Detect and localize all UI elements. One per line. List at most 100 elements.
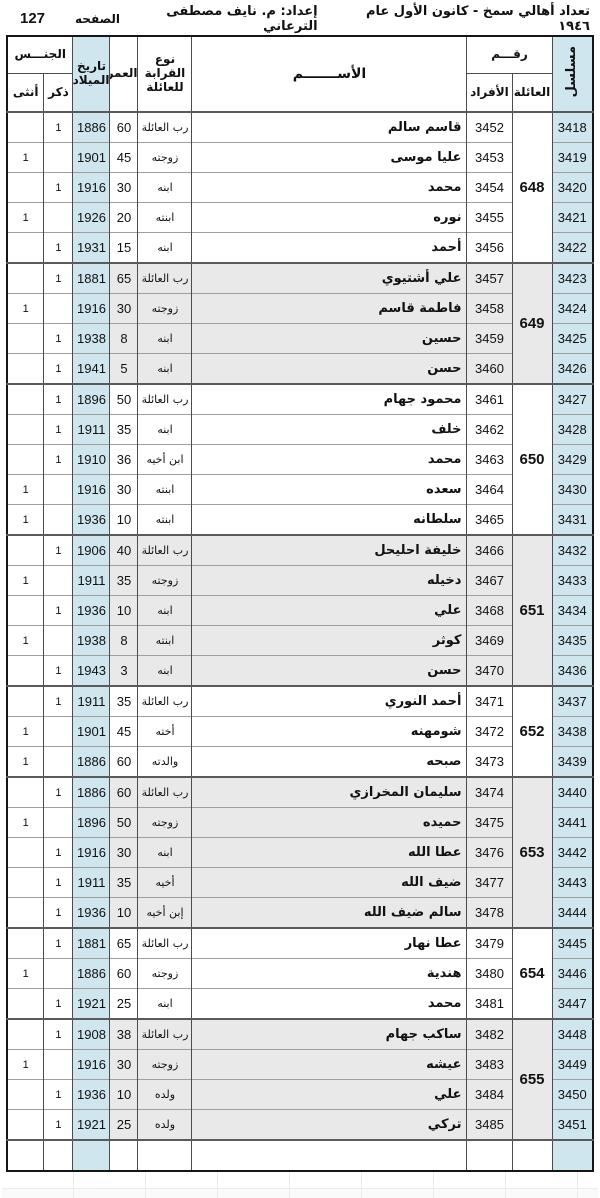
serial-cell: 3448: [551, 1018, 594, 1050]
individual-number-cell: 3482: [466, 1018, 513, 1050]
male-cell: [43, 202, 74, 233]
female-cell: [6, 383, 45, 415]
relation-cell: ابنه: [137, 655, 193, 686]
birthdate-column-header: تاريخ الميلاد: [72, 35, 111, 113]
family-number-cell: 655: [511, 1018, 553, 1140]
individual-number-cell: 3469: [466, 625, 513, 656]
individual-number-cell: 3475: [466, 807, 513, 838]
relation-cell: رب العائلة: [137, 927, 193, 959]
age-cell: 30: [109, 172, 139, 203]
page-number: 127: [20, 10, 46, 27]
census-row: 3422 3456 أحمد ابنه 15 1931 1: [6, 232, 594, 263]
serial-cell: 3438: [551, 716, 594, 747]
name-cell: ضيف الله: [191, 867, 468, 898]
birth-year-cell: 1941: [72, 353, 111, 384]
relation-cell: رب العائلة: [137, 262, 193, 294]
male-cell: 1: [43, 927, 74, 959]
serial-cell: 3423: [551, 262, 594, 294]
age-cell: 5: [109, 353, 139, 384]
relation-cell: زوجته: [137, 807, 193, 838]
census-row: 3450 3484 علي ولده 10 1936 1: [6, 1079, 594, 1110]
serial-cell: 3446: [551, 958, 594, 989]
name-cell: أحمد: [191, 232, 468, 263]
census-row: 3423 649 3457 علي أشتيوي رب العائلة 65 1881 1: [6, 262, 594, 384]
female-cell: 1: [6, 807, 45, 838]
age-cell: 45: [109, 716, 139, 747]
age-cell: 50: [109, 807, 139, 838]
name-cell: محمد: [191, 172, 468, 203]
age-cell: 25: [109, 988, 139, 1019]
individual-number-cell: 3467: [466, 565, 513, 596]
gender-group-header: الجنـــس: [6, 35, 74, 74]
census-row: 3421 3455 نوره ابنته 20 1926 1: [6, 202, 594, 233]
family-number-cell: [511, 1139, 553, 1171]
birth-year-cell: 1886: [72, 776, 111, 808]
age-cell: 8: [109, 323, 139, 354]
male-cell: 1: [43, 262, 74, 294]
name-cell: خلف: [191, 414, 468, 445]
birth-year-cell: 1911: [72, 867, 111, 898]
name-cell: فاطمة قاسم: [191, 293, 468, 324]
age-cell: 10: [109, 595, 139, 626]
individual-number-cell: 3461: [466, 383, 513, 415]
female-cell: 1: [6, 958, 45, 989]
census-row: 3439 3473 صبحه والدته 60 1886 1: [6, 746, 594, 777]
census-row: 3420 3454 محمد ابنه 30 1916 1: [6, 172, 594, 203]
census-row: 3419 3453 عليا موسى زوجته 45 1901 1: [6, 142, 594, 173]
serial-cell: 3421: [551, 202, 594, 233]
census-row: 3418 648 3452 قاسم سالم رب العائلة 60 1886 1: [6, 111, 594, 263]
individual-number-cell: 3478: [466, 897, 513, 928]
individual-number-cell: 3466: [466, 534, 513, 566]
individual-number-cell: 3485: [466, 1109, 513, 1140]
census-row: 3448 655 3482 ساكب جهام رب العائلة 38 1908 1: [6, 1018, 594, 1140]
female-cell: [6, 837, 45, 868]
male-cell: 1: [43, 655, 74, 686]
female-cell: [6, 927, 45, 959]
individual-number-cell: 3459: [466, 323, 513, 354]
name-cell: علي: [191, 1079, 468, 1110]
census-row: 3435 3469 كوثر ابنته 8 1938 1: [6, 625, 594, 656]
female-cell: [6, 595, 45, 626]
name-cell: سلطانه: [191, 504, 468, 535]
age-column-header: العمر: [109, 35, 139, 113]
female-cell: [6, 111, 45, 143]
census-row: 3449 3483 عيشه زوجته 30 1916 1: [6, 1049, 594, 1080]
age-cell: [109, 1139, 139, 1171]
serial-cell: 3436: [551, 655, 594, 686]
male-cell: 1: [43, 353, 74, 384]
age-cell: 10: [109, 1079, 139, 1110]
age-cell: 30: [109, 474, 139, 505]
female-cell: [6, 988, 45, 1019]
male-cell: [43, 1139, 74, 1171]
relation-cell: ابن أخيه: [137, 444, 193, 475]
name-cell: عطا الله: [191, 837, 468, 868]
individual-number-cell: 3452: [466, 111, 513, 143]
male-cell: 1: [43, 897, 74, 928]
document-title: تعداد أهالي سمخ - كانون الأول عام ١٩٤٦: [365, 3, 590, 34]
name-cell: أحمد النوري: [191, 685, 468, 717]
name-cell: حسن: [191, 655, 468, 686]
birth-year-cell: 1908: [72, 1018, 111, 1050]
relation-cell: ابنه: [137, 353, 193, 384]
serial-cell: 3428: [551, 414, 594, 445]
serial-cell: 3443: [551, 867, 594, 898]
individual-number-cell: 3479: [466, 927, 513, 959]
age-cell: 65: [109, 927, 139, 959]
name-cell: محمد: [191, 444, 468, 475]
census-row: 3441 3475 حميده زوجته 50 1896 1: [6, 807, 594, 838]
relation-cell: ابنه: [137, 323, 193, 354]
relation-cell: زوجته: [137, 1049, 193, 1080]
age-cell: 8: [109, 625, 139, 656]
census-row: 3442 3476 عطا الله ابنه 30 1916 1: [6, 837, 594, 868]
number-group-header: رقـــم: [466, 35, 553, 74]
birth-year-cell: 1910: [72, 444, 111, 475]
name-cell: عيشه: [191, 1049, 468, 1080]
family-number-cell: 649: [511, 262, 553, 384]
age-cell: 15: [109, 232, 139, 263]
relation-cell: زوجته: [137, 958, 193, 989]
individual-number-cell: 3471: [466, 685, 513, 717]
individual-number-cell: 3465: [466, 504, 513, 535]
male-cell: 1: [43, 111, 74, 143]
name-cell: سليمان المخرازي: [191, 776, 468, 808]
male-column-header: ذكر: [43, 73, 74, 113]
